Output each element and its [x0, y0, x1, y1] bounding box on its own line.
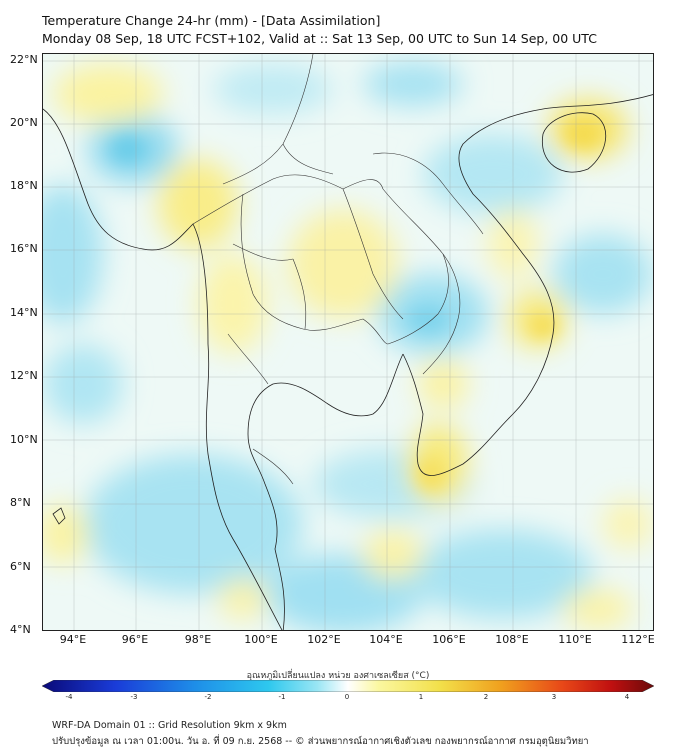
footer-model-info: WRF-DA Domain 01 :: Grid Resolution 9km …: [52, 720, 287, 731]
map-title: Temperature Change 24-hr (mm) - [Data As…: [42, 13, 381, 28]
lon-label: 96°E: [121, 633, 149, 646]
map-canvas: [43, 54, 653, 630]
lon-label: 110°E: [558, 633, 592, 646]
country-borders: [192, 54, 484, 485]
colorbar-tick: 3: [551, 693, 557, 701]
lat-label: 6°N: [10, 560, 31, 573]
lat-label: 20°N: [10, 116, 38, 129]
colorbar-tick: 4: [624, 693, 630, 701]
lat-label: 8°N: [10, 496, 31, 509]
colorbar-title: อุณหภูมิเปลี่ยนแปลง หน่วย องศาเซลเซียส (…: [246, 671, 430, 681]
lat-label: 22°N: [10, 53, 38, 66]
colorbar: [42, 680, 654, 692]
colorbar-tick: 0: [344, 693, 350, 701]
temperature-change-map: [42, 53, 654, 631]
lon-label: 104°E: [369, 633, 403, 646]
lat-label: 16°N: [10, 242, 38, 255]
lon-label: 98°E: [184, 633, 212, 646]
colorbar-tick: -3: [130, 693, 138, 701]
colorbar-tick: -1: [278, 693, 286, 701]
lon-label: 94°E: [59, 633, 87, 646]
colorbar-tick: 1: [418, 693, 424, 701]
lat-label: 18°N: [10, 179, 38, 192]
lat-label: 10°N: [10, 433, 38, 446]
graticule: [43, 54, 653, 630]
lon-label: 106°E: [432, 633, 466, 646]
colorbar-tick: -4: [65, 693, 73, 701]
lat-label: 4°N: [10, 623, 31, 636]
footer-credit: ปรับปรุงข้อมูล ณ เวลา 01:00น. วัน อ. ที่…: [52, 736, 589, 747]
colorbar-tick: 2: [483, 693, 489, 701]
lon-label: 112°E: [621, 633, 655, 646]
lon-label: 108°E: [495, 633, 529, 646]
lon-label: 102°E: [307, 633, 341, 646]
lon-label: 100°E: [244, 633, 278, 646]
coastlines: [43, 94, 653, 630]
colorbar-tick: -2: [204, 693, 212, 701]
lat-label: 14°N: [10, 306, 38, 319]
temperature-shading: [43, 62, 653, 630]
map-subtitle: Monday 08 Sep, 18 UTC FCST+102, Valid at…: [42, 31, 597, 46]
lat-label: 12°N: [10, 369, 38, 382]
